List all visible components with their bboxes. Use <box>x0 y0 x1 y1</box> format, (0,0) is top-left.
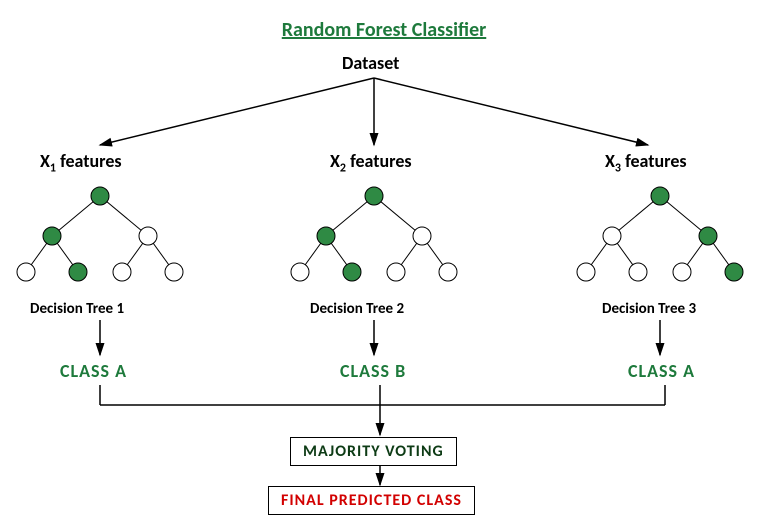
diagram-svg <box>0 0 768 527</box>
